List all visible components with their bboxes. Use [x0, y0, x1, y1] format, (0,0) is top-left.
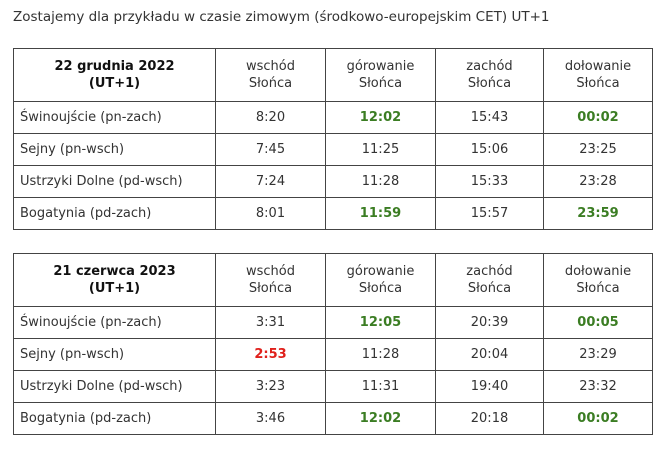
header-row: 21 czerwca 2023 (UT+1) wschód Słońca górowan… [13, 253, 653, 307]
header-cell: górowanie Słońca [325, 48, 436, 102]
time-cell: 20:18 [435, 402, 544, 435]
time-cell: 15:43 [435, 101, 544, 134]
time-cell: 3:46 [215, 402, 326, 435]
header-cell: zachód Słońca [435, 48, 544, 102]
location-cell: Sejny (pn-wsch) [13, 338, 216, 371]
header-line: Słońca [358, 76, 403, 91]
time-cell: 8:20 [215, 101, 326, 134]
time-cell: 20:04 [435, 338, 544, 371]
header-cell: 21 czerwca 2023 (UT+1) [13, 253, 216, 307]
header-line: dołowanie [564, 264, 632, 279]
time-cell: 12:02 [325, 101, 436, 134]
time-cell: 00:02 [543, 101, 653, 134]
header-line: dołowanie [564, 59, 632, 74]
time-cell: 7:24 [215, 165, 326, 198]
header-line: Słońca [358, 281, 403, 296]
time-cell: 00:05 [543, 306, 653, 339]
time-cell: 15:06 [435, 133, 544, 166]
time-cell: 2:53 [215, 338, 326, 371]
sun-table: 21 czerwca 2023 (UT+1) wschód Słońca górowan… [13, 253, 653, 435]
time-cell: 11:31 [325, 370, 436, 403]
header-line: (UT+1) [88, 281, 141, 296]
header-cell: dołowanie Słońca [543, 253, 653, 307]
header-line: Słońca [248, 76, 293, 91]
header-line: Słońca [576, 76, 620, 91]
header-cell: 22 grudnia 2022 (UT+1) [13, 48, 216, 102]
location-cell: Bogatynia (pd-zach) [13, 402, 216, 435]
data-row: Sejny (pn-wsch) 2:53 11:28 20:04 23:29 [13, 338, 653, 371]
time-cell: 11:25 [325, 133, 436, 166]
header-line: Słońca [248, 281, 293, 296]
header-line: górowanie [346, 264, 415, 279]
location-cell: Ustrzyki Dolne (pd-wsch) [13, 165, 216, 198]
time-cell: 20:39 [435, 306, 544, 339]
location-cell: Świnoujście (pn-zach) [13, 306, 216, 339]
time-cell: 7:45 [215, 133, 326, 166]
header-line: 22 grudnia 2022 [54, 59, 175, 74]
data-row: Ustrzyki Dolne (pd-wsch) 3:23 11:31 19:40 23… [13, 370, 653, 403]
header-row: 22 grudnia 2022 (UT+1) wschód Słońca górowan… [13, 48, 653, 102]
header-line: Słońca [576, 281, 620, 296]
header-cell: dołowanie Słońca [543, 48, 653, 102]
header-line: Słońca [467, 76, 512, 91]
header-cell: wschód Słońca [215, 253, 326, 307]
time-cell: 15:33 [435, 165, 544, 198]
header-line: wschód [246, 59, 295, 74]
time-cell: 23:25 [543, 133, 653, 166]
data-row: Sejny (pn-wsch) 7:45 11:25 15:06 23:25 [13, 133, 653, 166]
time-cell: 3:31 [215, 306, 326, 339]
intro-text: Zostajemy dla przykładu w czasie zimowym… [13, 9, 550, 25]
header-cell: zachód Słońca [435, 253, 544, 307]
time-cell: 19:40 [435, 370, 544, 403]
time-cell: 8:01 [215, 197, 326, 230]
header-cell: wschód Słońca [215, 48, 326, 102]
time-cell: 23:28 [543, 165, 653, 198]
time-cell: 12:05 [325, 306, 436, 339]
location-cell: Ustrzyki Dolne (pd-wsch) [13, 370, 216, 403]
header-line: 21 czerwca 2023 [53, 264, 176, 279]
data-row: Bogatynia (pd-zach) 8:01 11:59 15:57 23:59 [13, 197, 653, 230]
time-cell: 11:28 [325, 338, 436, 371]
time-cell: 23:59 [543, 197, 653, 230]
header-line: górowanie [346, 59, 415, 74]
data-row: Bogatynia (pd-zach) 3:46 12:02 20:18 00:02 [13, 402, 653, 435]
header-line: Słońca [467, 281, 512, 296]
header-line: zachód [466, 264, 513, 279]
header-line: (UT+1) [88, 76, 141, 91]
time-cell: 12:02 [325, 402, 436, 435]
time-cell: 11:28 [325, 165, 436, 198]
location-cell: Sejny (pn-wsch) [13, 133, 216, 166]
time-cell: 00:02 [543, 402, 653, 435]
location-cell: Bogatynia (pd-zach) [13, 197, 216, 230]
time-cell: 15:57 [435, 197, 544, 230]
time-cell: 3:23 [215, 370, 326, 403]
time-cell: 23:29 [543, 338, 653, 371]
time-cell: 11:59 [325, 197, 436, 230]
location-cell: Świnoujście (pn-zach) [13, 101, 216, 134]
data-row: Świnoujście (pn-zach) 8:20 12:02 15:43 00:02 [13, 101, 653, 134]
header-line: wschód [246, 264, 295, 279]
sun-table: 22 grudnia 2022 (UT+1) wschód Słońca górowan… [13, 48, 653, 230]
data-row: Świnoujście (pn-zach) 3:31 12:05 20:39 00:05 [13, 306, 653, 339]
data-row: Ustrzyki Dolne (pd-wsch) 7:24 11:28 15:33 23… [13, 165, 653, 198]
time-cell: 23:32 [543, 370, 653, 403]
header-cell: górowanie Słońca [325, 253, 436, 307]
header-line: zachód [466, 59, 513, 74]
